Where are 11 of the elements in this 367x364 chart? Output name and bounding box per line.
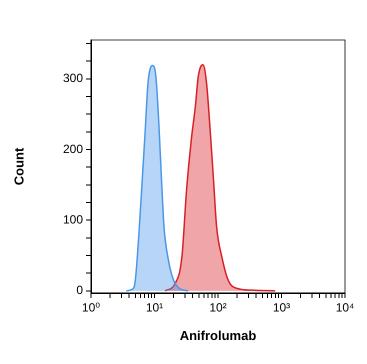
y-tick-label: 300 <box>62 71 84 86</box>
x-axis-title: Anifrolumab <box>180 328 256 343</box>
x-tick-label: 10² <box>209 300 227 315</box>
y-tick-label: 100 <box>62 212 84 227</box>
x-tick-label: 10⁴ <box>336 300 354 315</box>
x-tick-label: 10⁰ <box>82 300 100 315</box>
y-axis-title: Count <box>11 147 26 186</box>
y-tick-label: 0 <box>76 283 84 298</box>
y-tick-label: 200 <box>62 142 84 156</box>
x-tick-label: 10³ <box>272 300 290 315</box>
x-tick-label: 10¹ <box>146 300 164 315</box>
